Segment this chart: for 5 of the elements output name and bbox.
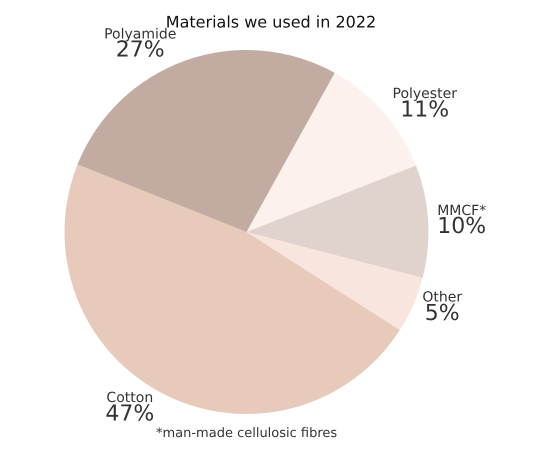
pie-slice <box>246 232 423 330</box>
text: *man-made cellulosic fibres <box>156 426 338 441</box>
data-label: 47% <box>105 401 154 426</box>
data-label: 5% <box>424 300 460 326</box>
pie-slice <box>246 166 428 278</box>
